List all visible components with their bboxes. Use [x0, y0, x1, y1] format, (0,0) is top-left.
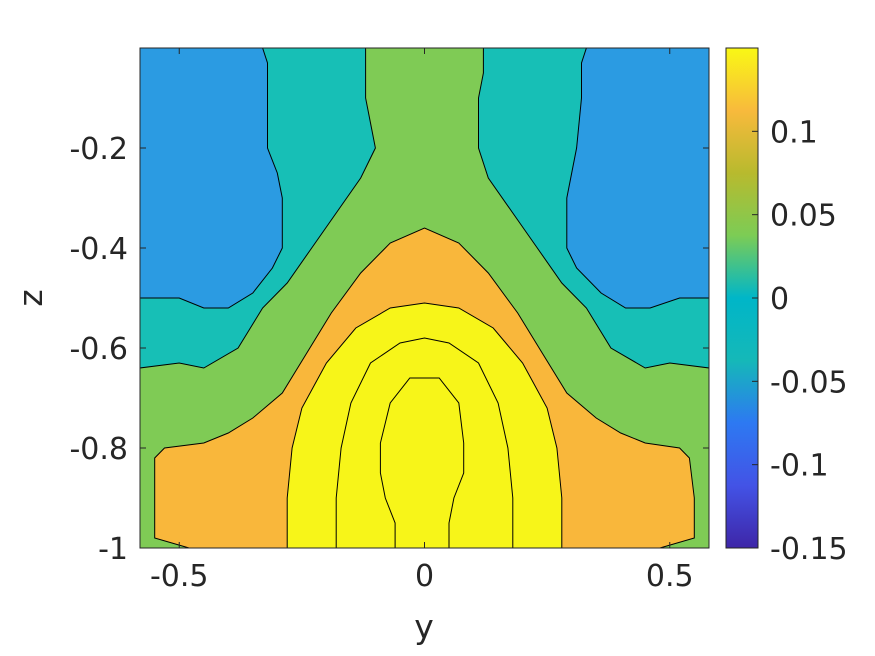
contour-line-inner-arch	[335, 337, 514, 548]
colorbar-tick-label: -0.05	[770, 365, 848, 400]
plot-area	[139, 47, 710, 549]
contour-line-core	[379, 377, 465, 548]
x-tick-label: -0.5	[150, 559, 209, 594]
contour-region-yellow-outer	[286, 302, 563, 549]
colorbar-tick-label: 0.1	[770, 115, 818, 150]
contour-region-blue-left	[139, 47, 283, 309]
x-axis-ticks: -0.5 0 0.5	[150, 48, 694, 594]
colorbar-tick-label: -0.1	[770, 449, 829, 484]
colorbar: 0.1 0.05 0 -0.05 -0.1 -0.15	[725, 47, 848, 567]
x-axis-title: y	[414, 607, 434, 646]
y-axis-ticks: -1 -0.8 -0.6 -0.4 -0.2	[69, 132, 709, 567]
y-tick-label: -0.2	[69, 132, 128, 167]
colorbar-tick-label: 0.05	[770, 199, 837, 234]
y-tick-label: -0.6	[69, 332, 128, 367]
y-tick-label: -0.8	[69, 432, 128, 467]
colorbar-tick-label: 0	[770, 282, 789, 317]
y-tick-label: -0.4	[69, 232, 128, 267]
y-tick-label: -1	[98, 532, 128, 567]
colorbar-tick-label: -0.15	[770, 532, 848, 567]
contour-region-blue-right	[566, 47, 710, 309]
x-tick-label: 0.5	[646, 559, 694, 594]
x-tick-label: 0	[415, 559, 434, 594]
y-axis-title: z	[11, 289, 50, 306]
